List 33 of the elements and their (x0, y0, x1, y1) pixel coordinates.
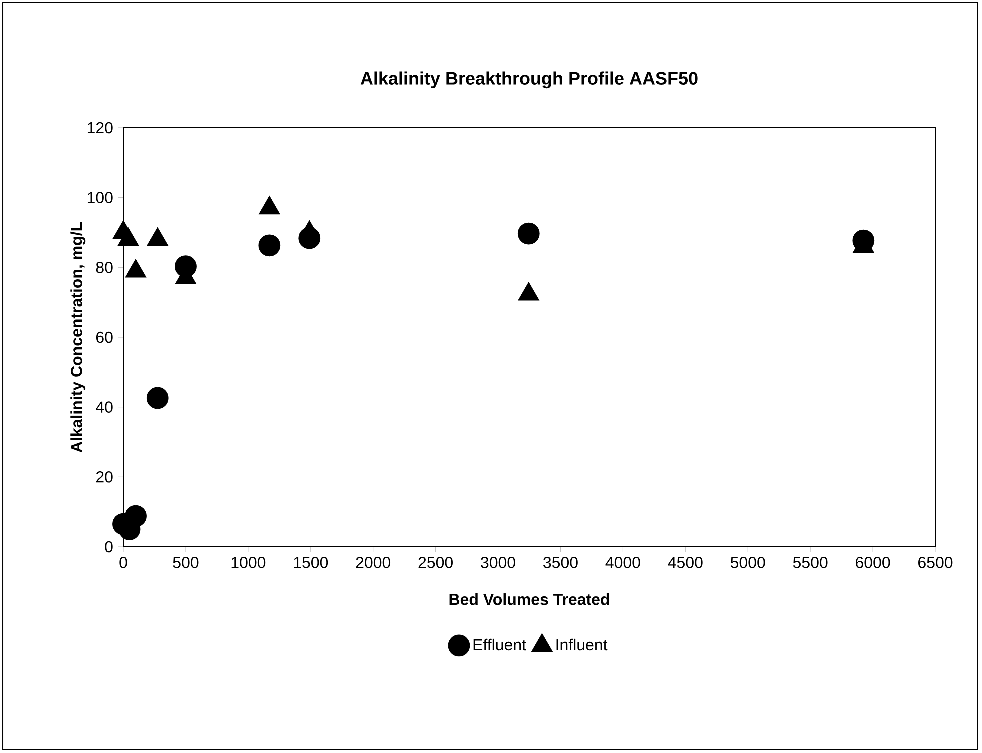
x-tick-label: 6500 (918, 557, 953, 568)
y-axis-title: Alkalinity Concentration, mg/L (70, 222, 86, 453)
y-tick-label: 80 (96, 262, 113, 274)
x-tick-label: 2000 (356, 557, 391, 568)
point (259, 196, 280, 215)
point (125, 259, 147, 278)
x-tick-label: 1500 (294, 557, 328, 568)
x-tick-label: 3500 (544, 557, 578, 568)
x-tick-label: 1000 (232, 557, 266, 568)
y-tick-label: 100 (88, 192, 113, 204)
point (518, 282, 540, 301)
y-tick-label: 20 (96, 471, 113, 483)
x-tick-label: 500 (173, 557, 199, 568)
point (146, 387, 169, 410)
y-tick-label: 0 (105, 541, 113, 553)
x-axis-title: Bed Volumes Treated (450, 594, 610, 606)
x-tick-label: 5000 (730, 557, 766, 568)
point (118, 227, 140, 246)
point (147, 227, 169, 246)
legend-label: Influent (556, 638, 608, 651)
x-tick-label: 5500 (793, 557, 828, 568)
y-tick-label: 60 (96, 332, 113, 344)
y-tick-label: 120 (88, 122, 113, 134)
x-tick-label: 2500 (418, 557, 453, 568)
x-tick-label: 3000 (481, 557, 516, 568)
legend-label: Effluent (474, 638, 526, 651)
x-tick-label: 4500 (668, 557, 703, 568)
x-tick-label: 6000 (856, 557, 890, 568)
x-tick-label: 0 (120, 557, 128, 568)
y-tick-label: 40 (96, 402, 113, 413)
chart-title: Alkalinity Breakthrough Profile AASF50 (360, 72, 698, 89)
x-tick-label: 4000 (606, 557, 640, 568)
point (125, 505, 147, 528)
